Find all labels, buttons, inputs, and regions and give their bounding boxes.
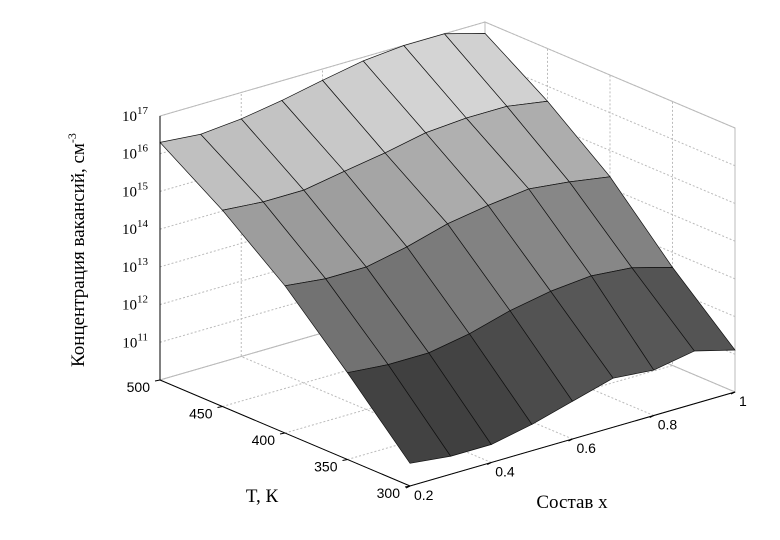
- x-tick-label: 0.2: [414, 487, 434, 503]
- grid-line: [159, 22, 486, 381]
- x-axis-label: Состав x: [536, 492, 608, 513]
- y-tick-label: 300: [377, 485, 401, 501]
- z-axis-label: Концентрация вакансий, см-3: [65, 133, 89, 367]
- axis-line: [159, 379, 736, 487]
- x-tick-label: 0.8: [658, 417, 678, 433]
- x-tick-label: 0.4: [495, 464, 515, 480]
- z-tick-exp: 13: [137, 256, 149, 268]
- labels: 10111012101310141015101610170.20.40.60.8…: [122, 105, 747, 503]
- z-tick-exp: 12: [137, 294, 148, 306]
- z-tick-label: 1012: [122, 294, 148, 314]
- surface: [159, 33, 736, 464]
- y-tick-label: 350: [314, 459, 338, 475]
- z-tick-exp: 16: [137, 143, 149, 155]
- z-tick-label: 1011: [122, 331, 148, 351]
- z-tick-label: 1017: [122, 105, 149, 125]
- z-axis-label-sup: -3: [65, 133, 79, 143]
- z-tick-label: 1015: [122, 180, 149, 200]
- z-tick-label: 1013: [122, 256, 149, 276]
- x-tick-label: 0.6: [577, 440, 597, 456]
- z-tick-label: 1016: [122, 143, 149, 163]
- z-tick-base: 10: [122, 222, 137, 238]
- z-tick-exp: 17: [137, 105, 149, 117]
- z-tick-base: 10: [122, 109, 137, 125]
- y-tick: [154, 379, 161, 382]
- z-tick-exp: 15: [137, 180, 149, 192]
- y-tick-label: 450: [189, 406, 213, 422]
- x-tick-label: 1: [739, 393, 747, 409]
- grid-line: [159, 210, 736, 318]
- z-tick-exp: 14: [137, 218, 149, 230]
- z-tick-base: 10: [122, 184, 137, 200]
- y-tick-label: 500: [127, 379, 151, 395]
- z-tick-label: 1014: [122, 218, 149, 238]
- y-axis-label: T, К: [246, 486, 279, 507]
- z-tick-base: 10: [122, 260, 137, 276]
- grid-line: [159, 21, 736, 129]
- z-tick-base: 10: [122, 335, 137, 351]
- grid-line: [159, 247, 736, 355]
- surface-patch: [346, 364, 452, 464]
- z-tick-exp: 11: [137, 331, 148, 343]
- y-tick-label: 400: [252, 432, 276, 448]
- z-axis-label-text: Концентрация вакансий, см: [68, 143, 89, 367]
- z-tick-base: 10: [122, 298, 137, 314]
- z-tick-base: 10: [122, 147, 137, 163]
- grid-line: [222, 48, 548, 407]
